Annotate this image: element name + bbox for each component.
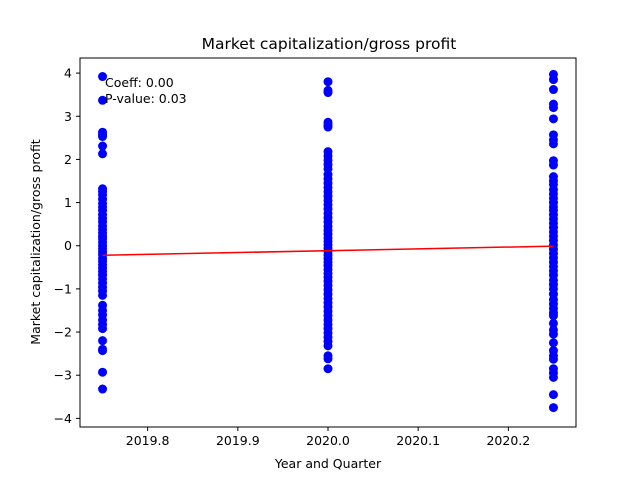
data-point <box>98 141 108 151</box>
data-point <box>548 85 558 95</box>
x-tick-label: 2020.2 <box>486 433 530 448</box>
data-point <box>323 341 333 351</box>
data-point <box>548 354 558 364</box>
y-tick-label: 3 <box>64 109 72 124</box>
y-axis-ticks: −4 −3 −2 −1 0 1 2 3 4 <box>54 66 80 426</box>
x-tick-label: 2020.0 <box>306 433 350 448</box>
y-tick-label: −2 <box>54 325 72 340</box>
x-axis-label: Year and Quarter <box>274 456 382 471</box>
x-tick-label: 2020.1 <box>396 433 440 448</box>
data-point <box>548 139 558 149</box>
y-tick-label: 2 <box>64 152 72 167</box>
data-point <box>548 160 558 170</box>
y-tick-label: 0 <box>64 238 72 253</box>
data-point <box>548 403 558 413</box>
data-point <box>98 324 108 334</box>
data-point <box>548 329 558 339</box>
data-point <box>98 384 108 394</box>
y-tick-label: −1 <box>54 281 72 296</box>
data-point <box>548 114 558 124</box>
data-point <box>98 95 108 105</box>
data-point <box>323 122 333 132</box>
x-tick-label: 2019.9 <box>216 433 260 448</box>
data-layer <box>98 69 558 413</box>
y-axis-label: Market capitalization/gross profit <box>28 139 43 345</box>
y-tick-label: −4 <box>54 411 72 426</box>
p-value-annotation: P-value: 0.03 <box>105 91 187 106</box>
data-point <box>323 77 333 87</box>
data-point <box>548 372 558 382</box>
y-tick-label: −3 <box>54 368 72 383</box>
data-point <box>548 103 558 113</box>
data-point <box>548 390 558 400</box>
data-point <box>548 338 558 348</box>
data-point <box>548 318 558 328</box>
data-point <box>98 346 108 356</box>
data-point <box>98 132 108 142</box>
y-tick-label: 4 <box>64 66 72 81</box>
data-point <box>98 149 108 159</box>
data-point <box>98 72 108 82</box>
data-point <box>323 88 333 98</box>
data-point <box>323 364 333 374</box>
y-tick-label: 1 <box>64 195 72 210</box>
data-point <box>548 311 558 321</box>
regression-line <box>102 245 554 256</box>
chart-title: Market capitalization/gross profit <box>202 35 457 53</box>
data-point <box>323 354 333 364</box>
data-point <box>98 367 108 377</box>
coeff-annotation: Coeff: 0.00 <box>105 75 174 90</box>
data-point <box>98 290 108 300</box>
data-point <box>548 75 558 85</box>
x-tick-label: 2019.8 <box>126 433 170 448</box>
x-axis-ticks: 2019.8 2019.9 2020.0 2020.1 2020.2 <box>126 427 530 448</box>
data-point <box>98 336 108 346</box>
